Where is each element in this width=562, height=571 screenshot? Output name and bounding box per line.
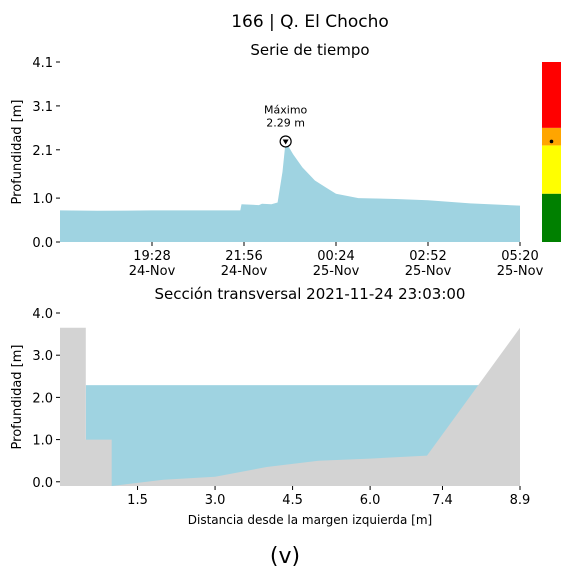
cross-section-xlabel: Distancia desde la margen izquierda [m] [188, 513, 432, 527]
figure-title: 166 | Q. El Chocho [231, 12, 389, 32]
cross-section-terrain [60, 327, 520, 486]
x-tick-label: 1.5 [127, 493, 148, 508]
maximum-annotation: Máximo 2.29 m [264, 103, 308, 148]
time-series-ylabel: Profundidad [m] [10, 100, 25, 205]
y-tick-label: 3.1 [32, 100, 53, 115]
y-tick-label: 2.1 [32, 144, 53, 159]
cross-section-chart: Sección transversal 2021-11-24 23:03:00 … [10, 285, 530, 527]
time-series-chart: Serie de tiempo Profundidad [m] 0.0 1.0 2.… [10, 41, 561, 279]
x-tick-label: 3.0 [205, 493, 226, 508]
time-series-area-layer [60, 141, 520, 242]
figure-caption: (v) [270, 544, 300, 569]
y-tick-label: 2.0 [32, 391, 53, 406]
x-tick-label: 00:24 25-Nov [313, 249, 360, 279]
y-tick-label: 0.0 [32, 236, 53, 251]
x-tick-label: 4.5 [282, 493, 303, 508]
cross-section-area-layer [60, 327, 520, 486]
y-tick-label: 4.0 [32, 307, 53, 322]
x-tick-label: 7.4 [432, 493, 453, 508]
x-tick-label: 6.0 [360, 493, 381, 508]
gauge-level-0 [542, 193, 561, 242]
cross-section-axes: 0.0 1.0 2.0 3.0 4.0 1.5 3.0 4.5 6.0 7.4 8.9 [32, 307, 530, 508]
maximum-label: Máximo 2.29 m [264, 103, 308, 129]
time-series-depth-area [60, 141, 520, 242]
gauge-level-3 [542, 62, 561, 128]
time-series-title: Serie de tiempo [250, 41, 369, 59]
gauge-level-1 [542, 145, 561, 194]
y-tick-label: 4.1 [32, 56, 53, 71]
cross-section-title: Sección transversal 2021-11-24 23:03:00 [155, 285, 466, 303]
alert-level-gauge [542, 62, 561, 242]
gauge-current-marker [549, 139, 554, 144]
cross-section-ylabel: Profundidad [m] [10, 345, 25, 450]
x-tick-label: 02:52 25-Nov [405, 249, 452, 279]
y-tick-label: 0.0 [32, 476, 53, 491]
x-tick-label: 05:20 25-Nov [497, 249, 544, 279]
y-tick-label: 1.0 [32, 434, 53, 449]
time-series-axes: 0.0 1.0 2.1 3.1 4.1 19:28 24-Nov 21:56 24-Nov 00:… [32, 56, 543, 279]
y-tick-label: 1.0 [32, 192, 53, 207]
x-tick-label: 19:28 24-Nov [129, 249, 176, 279]
x-tick-label: 8.9 [510, 493, 531, 508]
x-tick-label: 21:56 24-Nov [221, 249, 268, 279]
maximum-arrow-icon [282, 139, 289, 145]
gauge-level-2 [542, 127, 561, 146]
y-tick-label: 3.0 [32, 349, 53, 364]
